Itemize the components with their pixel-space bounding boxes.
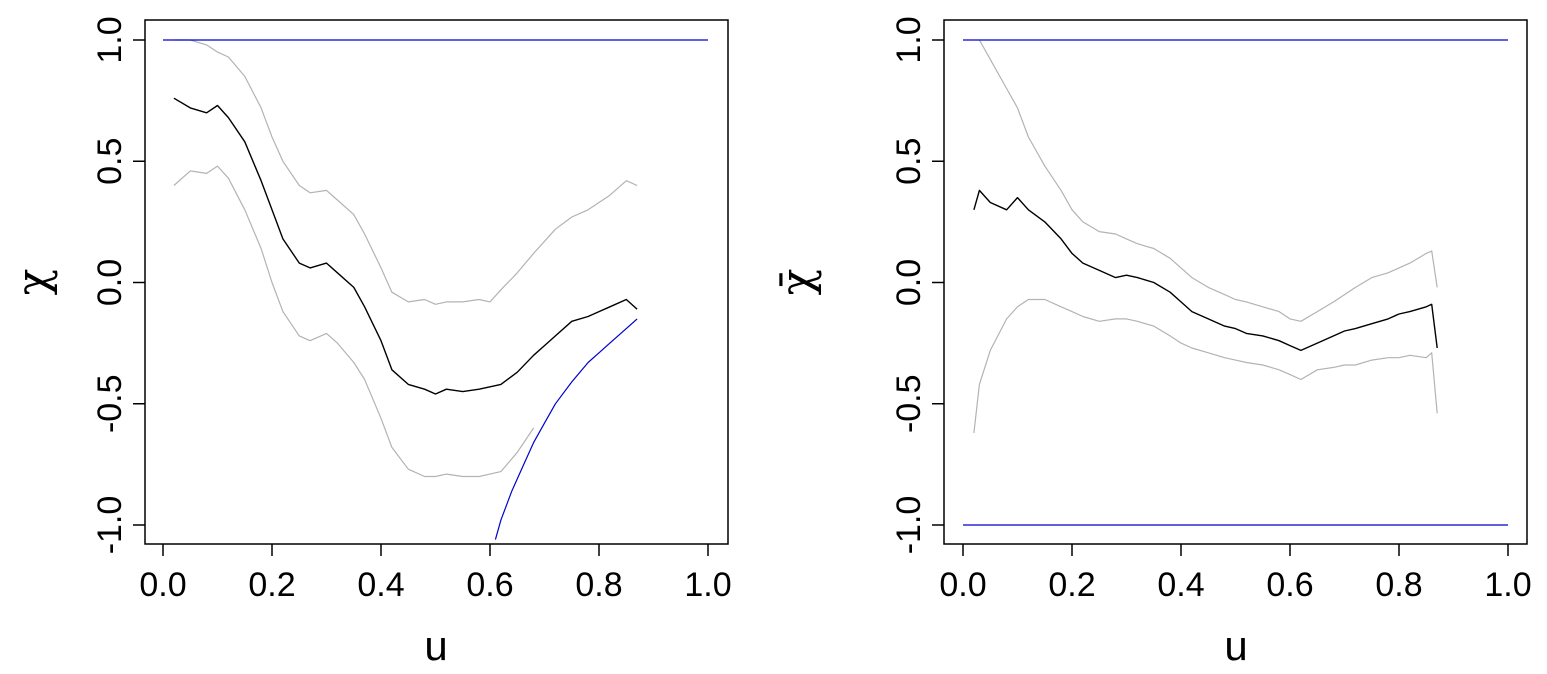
right-y-tick-label: 1.0 <box>890 16 928 63</box>
right-x-tick-label: 0.8 <box>1375 566 1422 604</box>
right-series-lower-bound <box>973 298 1438 433</box>
left-x-tick-label: 0.0 <box>139 566 186 604</box>
right-panel: u χ̄ 0.0 0.2 0.4 0.6 0.8 1.0 -1.0 -0.5 0.0 0.5 1.0 <box>772 16 1532 669</box>
right-y-tick-label: 0.5 <box>890 138 928 185</box>
left-series-lower-bound <box>173 165 535 478</box>
left-x-tick-label: 0.6 <box>466 566 513 604</box>
right-series-upper-bound <box>978 39 1438 322</box>
right-x-axis-title: u <box>1224 622 1247 669</box>
right-y-tick-label: -0.5 <box>890 374 928 433</box>
left-panel: u χ 0.0 0.2 0.4 0.6 0.8 1.0 -1.0 -0.5 0.0 0.5 1.0 <box>8 16 732 669</box>
left-y-tick-label: 0.0 <box>91 259 129 306</box>
right-x-tick-label: 1.0 <box>1484 566 1531 604</box>
right-plot-frame <box>943 19 1528 545</box>
right-x-tick-label: 0.0 <box>939 566 986 604</box>
left-plot-area <box>163 39 708 540</box>
left-series-estimate <box>173 97 638 395</box>
right-y-tick-label: -1.0 <box>890 496 928 555</box>
right-x-tick-label: 0.6 <box>1266 566 1313 604</box>
left-y-tick-label: 0.5 <box>91 138 129 185</box>
right-x-tick-label: 0.4 <box>1157 566 1204 604</box>
right-y-tick-label: 0.0 <box>890 259 928 306</box>
left-series-reference-lower-curve <box>494 318 638 540</box>
left-y-axis-title: χ <box>8 269 59 296</box>
left-x-tick-label: 0.2 <box>248 566 295 604</box>
left-y-tick-label: -1.0 <box>91 496 129 555</box>
left-plot-frame <box>144 19 729 545</box>
right-x-tick-label: 0.2 <box>1048 566 1095 604</box>
left-x-tick-label: 0.8 <box>575 566 622 604</box>
left-y-tick-label: 1.0 <box>91 16 129 63</box>
left-series-upper-bound <box>173 39 638 305</box>
left-x-axis-title: u <box>424 622 447 669</box>
left-x-tick-label: 1.0 <box>684 566 731 604</box>
right-plot-area <box>963 39 1508 526</box>
left-y-tick-label: -0.5 <box>91 374 129 433</box>
right-series-estimate <box>973 189 1438 352</box>
right-y-axis-title: χ̄ <box>772 269 823 296</box>
left-x-tick-label: 0.4 <box>357 566 404 604</box>
